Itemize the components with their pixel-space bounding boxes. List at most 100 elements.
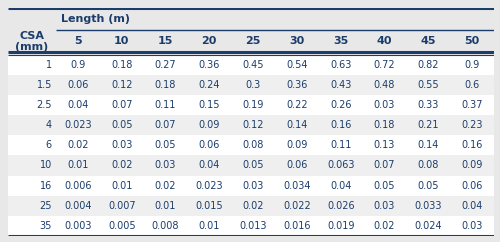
Text: 0.6: 0.6 xyxy=(464,80,479,90)
Text: 30: 30 xyxy=(290,36,304,46)
Text: 5: 5 xyxy=(74,36,82,46)
Text: 0.013: 0.013 xyxy=(240,221,267,231)
Text: 0.016: 0.016 xyxy=(283,221,310,231)
Bar xyxy=(8,115,494,135)
Text: 0.19: 0.19 xyxy=(242,100,264,110)
Text: 0.06: 0.06 xyxy=(462,181,483,191)
Text: 0.026: 0.026 xyxy=(327,201,354,211)
Text: 0.024: 0.024 xyxy=(414,221,442,231)
Text: 0.16: 0.16 xyxy=(330,120,351,130)
Text: 0.04: 0.04 xyxy=(330,181,351,191)
Text: 0.36: 0.36 xyxy=(286,80,308,90)
Text: 0.03: 0.03 xyxy=(374,201,395,211)
Text: 0.09: 0.09 xyxy=(198,120,220,130)
Text: 0.008: 0.008 xyxy=(152,221,180,231)
Text: 0.18: 0.18 xyxy=(111,60,132,70)
Bar xyxy=(8,135,494,155)
Text: 0.13: 0.13 xyxy=(374,140,395,150)
Text: 15: 15 xyxy=(158,36,173,46)
Text: 0.45: 0.45 xyxy=(242,60,264,70)
Text: 0.36: 0.36 xyxy=(198,60,220,70)
Text: 0.54: 0.54 xyxy=(286,60,308,70)
Text: 0.03: 0.03 xyxy=(242,181,264,191)
Text: 0.02: 0.02 xyxy=(242,201,264,211)
Text: (mm): (mm) xyxy=(16,41,48,52)
Text: 0.82: 0.82 xyxy=(418,60,439,70)
Text: 0.26: 0.26 xyxy=(330,100,351,110)
Text: 10: 10 xyxy=(114,36,130,46)
Text: 0.04: 0.04 xyxy=(462,201,483,211)
Text: 0.3: 0.3 xyxy=(246,80,260,90)
Text: 0.05: 0.05 xyxy=(242,160,264,170)
Text: 0.022: 0.022 xyxy=(283,201,311,211)
Text: 0.033: 0.033 xyxy=(414,201,442,211)
Text: 0.55: 0.55 xyxy=(418,80,439,90)
Text: 0.24: 0.24 xyxy=(198,80,220,90)
Text: 0.005: 0.005 xyxy=(108,221,136,231)
Text: 0.02: 0.02 xyxy=(374,221,395,231)
Text: 0.06: 0.06 xyxy=(67,80,88,90)
Text: 0.11: 0.11 xyxy=(330,140,351,150)
Text: 25: 25 xyxy=(246,36,261,46)
Bar xyxy=(8,8,494,30)
Text: 0.16: 0.16 xyxy=(462,140,483,150)
Text: 0.003: 0.003 xyxy=(64,221,92,231)
Text: 0.22: 0.22 xyxy=(286,100,308,110)
Text: 0.03: 0.03 xyxy=(462,221,483,231)
Text: 0.006: 0.006 xyxy=(64,181,92,191)
Bar xyxy=(8,196,494,216)
Text: 0.15: 0.15 xyxy=(198,100,220,110)
Text: 0.019: 0.019 xyxy=(327,221,354,231)
Text: 45: 45 xyxy=(420,36,436,46)
Text: 0.27: 0.27 xyxy=(154,60,176,70)
Text: 0.07: 0.07 xyxy=(155,120,176,130)
Text: 0.21: 0.21 xyxy=(418,120,439,130)
Bar xyxy=(8,95,494,115)
Text: 16: 16 xyxy=(40,181,52,191)
Text: 0.01: 0.01 xyxy=(155,201,176,211)
Text: 0.37: 0.37 xyxy=(462,100,483,110)
Bar xyxy=(8,30,494,52)
Text: 0.04: 0.04 xyxy=(198,160,220,170)
Text: 0.14: 0.14 xyxy=(418,140,439,150)
Text: 0.02: 0.02 xyxy=(155,181,176,191)
Text: 0.18: 0.18 xyxy=(374,120,395,130)
Text: 0.07: 0.07 xyxy=(374,160,395,170)
Text: 0.23: 0.23 xyxy=(462,120,483,130)
Text: 0.08: 0.08 xyxy=(418,160,439,170)
Text: 0.63: 0.63 xyxy=(330,60,351,70)
Text: 6: 6 xyxy=(46,140,52,150)
Text: 1.5: 1.5 xyxy=(36,80,52,90)
Text: 0.034: 0.034 xyxy=(283,181,310,191)
Text: 0.007: 0.007 xyxy=(108,201,136,211)
Bar xyxy=(8,155,494,175)
Text: 0.12: 0.12 xyxy=(242,120,264,130)
Text: 0.05: 0.05 xyxy=(418,181,439,191)
Text: 0.05: 0.05 xyxy=(111,120,132,130)
Text: 0.9: 0.9 xyxy=(70,60,86,70)
Text: 50: 50 xyxy=(464,36,479,46)
Text: 0.08: 0.08 xyxy=(242,140,264,150)
Text: 0.02: 0.02 xyxy=(67,140,88,150)
Text: 0.05: 0.05 xyxy=(374,181,395,191)
Text: 0.02: 0.02 xyxy=(111,160,132,170)
Text: 35: 35 xyxy=(333,36,348,46)
Text: 0.14: 0.14 xyxy=(286,120,308,130)
Text: 0.43: 0.43 xyxy=(330,80,351,90)
Text: 0.72: 0.72 xyxy=(374,60,396,70)
Text: 0.03: 0.03 xyxy=(374,100,395,110)
Text: 10: 10 xyxy=(40,160,52,170)
Text: 20: 20 xyxy=(202,36,217,46)
Text: 0.07: 0.07 xyxy=(111,100,132,110)
Text: 0.48: 0.48 xyxy=(374,80,395,90)
Text: 0.06: 0.06 xyxy=(286,160,308,170)
Text: 0.03: 0.03 xyxy=(111,140,132,150)
Text: 25: 25 xyxy=(40,201,52,211)
Text: 0.04: 0.04 xyxy=(67,100,88,110)
Text: 0.01: 0.01 xyxy=(67,160,88,170)
Text: 0.01: 0.01 xyxy=(198,221,220,231)
Text: 0.18: 0.18 xyxy=(155,80,176,90)
Text: 2.5: 2.5 xyxy=(36,100,52,110)
Text: 0.063: 0.063 xyxy=(327,160,354,170)
Text: 0.05: 0.05 xyxy=(155,140,176,150)
